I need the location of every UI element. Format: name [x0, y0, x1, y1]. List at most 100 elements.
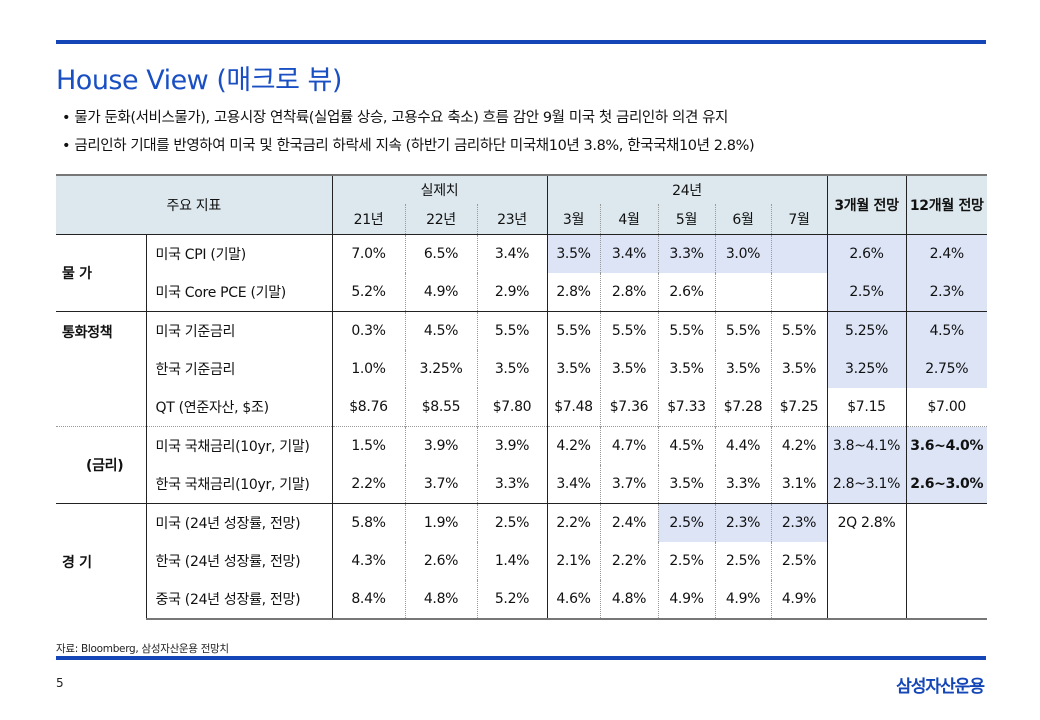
- value-cell: $7.00: [905, 388, 987, 427]
- header-indicator: 주요 지표: [56, 174, 332, 235]
- value-cell: [905, 580, 987, 620]
- table-row: 한국 국채금리(10yr, 기말) 2.2% 3.7% 3.3% 3.4% 3.7% 3.5…: [56, 465, 987, 504]
- value-cell: 2.2%: [546, 503, 600, 542]
- value-cell: 2.5%: [770, 542, 827, 580]
- subheader-row: 21년 22년 23년 3월 4월 5월 6월 7월: [56, 204, 987, 235]
- row-label: 한국 국채금리(10yr, 기말): [145, 465, 332, 504]
- header-row: 주요 지표 실제치 24년 3개월 전망 12개월 전망: [56, 174, 987, 235]
- value-cell: 2.6%: [826, 234, 906, 273]
- value-cell: 2.5%: [826, 273, 906, 312]
- value-cell: 2.2%: [599, 542, 658, 580]
- value-cell: 5.2%: [476, 580, 547, 620]
- value-cell: 0.3%: [331, 311, 405, 350]
- value-cell: 2.5%: [657, 542, 715, 580]
- top-rule: [56, 40, 986, 44]
- page-title: House View (매크로 뷰): [56, 65, 342, 96]
- company-logo: 삼성자산운용: [896, 677, 985, 697]
- value-cell: 3.0%: [714, 234, 771, 273]
- value-cell: 5.5%: [770, 311, 827, 350]
- row-label: 미국 기준금리: [145, 311, 332, 350]
- group-label: 경 기: [56, 503, 146, 619]
- value-cell: 4.9%: [770, 580, 827, 620]
- table-row: 한국 (24년 성장률, 전망) 4.3% 2.6% 1.4% 2.1% 2.2% 2.5%…: [56, 542, 987, 580]
- value-cell: 5.5%: [714, 311, 771, 350]
- value-cell: 2.3%: [714, 503, 771, 542]
- value-cell: $7.33: [657, 388, 715, 427]
- value-cell: 4.9%: [404, 273, 477, 312]
- header-actual: 실제치: [331, 174, 547, 204]
- page-number: 5: [56, 676, 64, 690]
- source-note: 자료: Bloomberg, 삼성자산운용 전망치: [56, 643, 229, 655]
- value-cell: 3.9%: [476, 426, 547, 465]
- group-label: (금리): [56, 426, 146, 504]
- bullet-item: 물가 둔화(서비스물가), 고용시장 연착륙(실업률 상승, 고용수요 축소) …: [62, 104, 754, 132]
- value-cell: 2.3%: [905, 273, 987, 312]
- value-cell: $7.28: [714, 388, 771, 427]
- value-cell: 3.5%: [714, 350, 771, 388]
- value-cell: 3.5%: [476, 350, 547, 388]
- value-cell: 2.6%: [404, 542, 477, 580]
- value-cell: 8.4%: [331, 580, 405, 620]
- value-cell: 4.9%: [657, 580, 715, 620]
- group-label: 통화정책: [56, 311, 146, 427]
- header-col: 23년: [476, 204, 547, 235]
- value-cell: 3.6~4.0%: [905, 426, 987, 465]
- header-col: 21년: [331, 204, 405, 235]
- value-cell: $7.36: [599, 388, 658, 427]
- value-cell: 3.8~4.1%: [826, 426, 906, 465]
- value-cell: [826, 542, 906, 580]
- value-cell: [770, 234, 827, 273]
- group-label: 물 가: [56, 234, 146, 312]
- value-cell: 2.5%: [657, 503, 715, 542]
- row-label: 미국 국채금리(10yr, 기말): [145, 426, 332, 465]
- value-cell: 4.8%: [404, 580, 477, 620]
- header-col: 22년: [404, 204, 477, 235]
- value-cell: 3.9%: [404, 426, 477, 465]
- row-label: 미국 Core PCE (기말): [145, 273, 332, 312]
- row-label: 미국 CPI (기말): [145, 234, 332, 273]
- value-cell: 2.3%: [770, 503, 827, 542]
- table-row: (금리) 미국 국채금리(10yr, 기말) 1.5% 3.9% 3.9% 4.2% 4.7…: [56, 426, 987, 504]
- value-cell: 4.6%: [546, 580, 600, 620]
- value-cell: 3.5%: [546, 350, 600, 388]
- value-cell: 7.0%: [331, 234, 405, 273]
- value-cell: 3.25%: [826, 350, 906, 388]
- value-cell: 2.8%: [599, 273, 658, 312]
- value-cell: $8.76: [331, 388, 405, 427]
- table-row: 미국 Core PCE (기말) 5.2% 4.9% 2.9% 2.8% 2.8% 2.6%…: [56, 273, 987, 312]
- table-row: 경 기 미국 (24년 성장률, 전망) 5.8% 1.9% 2.5% 2.2% 2.4% 2…: [56, 503, 987, 619]
- value-cell: 2.2%: [331, 465, 405, 504]
- value-cell: 3.4%: [476, 234, 547, 273]
- value-cell: 4.8%: [599, 580, 658, 620]
- value-cell: 5.25%: [826, 311, 906, 350]
- value-cell: 2.4%: [905, 234, 987, 273]
- value-cell: 2.8%: [546, 273, 600, 312]
- value-cell: 2Q 2.8%: [826, 503, 906, 542]
- value-cell: 3.5%: [770, 350, 827, 388]
- value-cell: 4.3%: [331, 542, 405, 580]
- header-col: 3월: [546, 204, 600, 235]
- bullet-item: 금리인하 기대를 반영하여 미국 및 한국금리 하락세 지속 (하반기 금리하단…: [62, 132, 754, 160]
- value-cell: 2.1%: [546, 542, 600, 580]
- value-cell: 5.5%: [476, 311, 547, 350]
- value-cell: 4.5%: [905, 311, 987, 350]
- value-cell: 3.1%: [770, 465, 827, 504]
- value-cell: 3.7%: [404, 465, 477, 504]
- header-col: 5월: [657, 204, 715, 235]
- value-cell: [905, 503, 987, 542]
- bullet-list: 물가 둔화(서비스물가), 고용시장 연착륙(실업률 상승, 고용수요 축소) …: [62, 104, 754, 160]
- value-cell: 6.5%: [404, 234, 477, 273]
- value-cell: 5.8%: [331, 503, 405, 542]
- value-cell: 2.6~3.0%: [905, 465, 987, 504]
- value-cell: 4.2%: [546, 426, 600, 465]
- value-cell: 3.25%: [404, 350, 477, 388]
- table-row: QT (연준자산, $조) $8.76 $8.55 $7.80 $7.48 $7.36 $7…: [56, 388, 987, 427]
- value-cell: 3.5%: [546, 234, 600, 273]
- value-cell: $7.80: [476, 388, 547, 427]
- table-row: 중국 (24년 성장률, 전망) 8.4% 4.8% 5.2% 4.6% 4.8% 4.9%…: [56, 580, 987, 620]
- value-cell: 3.3%: [657, 234, 715, 273]
- value-cell: 2.4%: [599, 503, 658, 542]
- row-label: 한국 기준금리: [145, 350, 332, 388]
- value-cell: 3.5%: [599, 350, 658, 388]
